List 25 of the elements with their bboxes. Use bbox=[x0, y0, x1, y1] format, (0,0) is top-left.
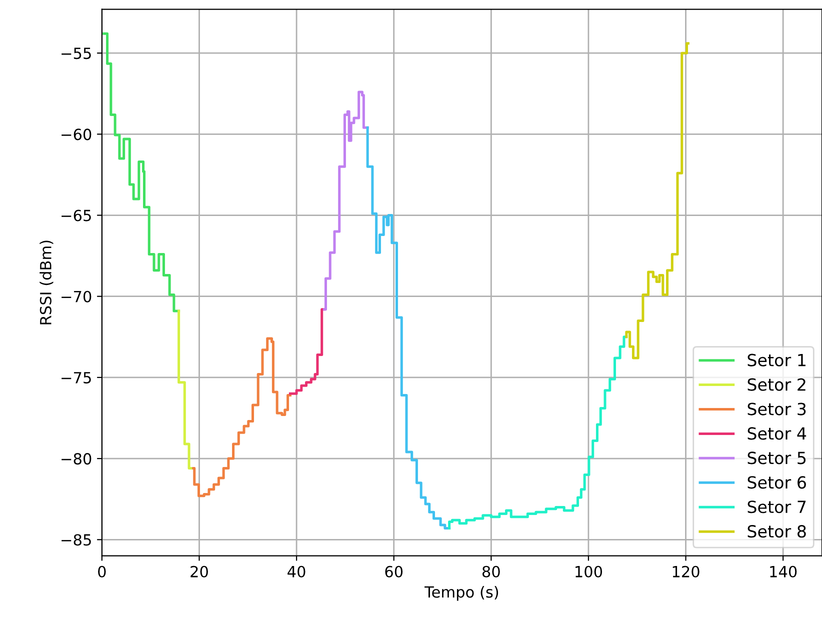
x-tick-label: 100 bbox=[576, 566, 602, 578]
x-tick-label: 140 bbox=[770, 566, 797, 578]
legend-label: Setor 5 bbox=[748, 452, 806, 464]
x-tick-label: 20 bbox=[190, 566, 208, 578]
y-tick-label: −85 bbox=[62, 534, 91, 546]
legend-label: Setor 2 bbox=[748, 378, 806, 391]
legend-label: Setor 6 bbox=[748, 476, 806, 489]
y-tick-label: −60 bbox=[62, 128, 92, 140]
legend-label: Setor 3 bbox=[748, 402, 806, 416]
x-tick-label: 80 bbox=[482, 566, 500, 578]
y-tick-label: −80 bbox=[62, 453, 92, 465]
x-axis-title: Tempo (s) bbox=[424, 586, 498, 601]
x-tick-label: 60 bbox=[385, 566, 403, 578]
legend-label: Setor 7 bbox=[748, 500, 806, 514]
y-tick-label: −70 bbox=[62, 290, 92, 302]
y-tick-label: −75 bbox=[62, 372, 91, 384]
legend-label: Setor 8 bbox=[748, 525, 806, 538]
x-tick-label: 0 bbox=[98, 566, 106, 578]
y-tick-label: −55 bbox=[62, 48, 91, 60]
legend-label: Setor 4 bbox=[748, 427, 806, 440]
legend-label: Setor 1 bbox=[748, 354, 806, 366]
y-tick-label: −65 bbox=[62, 210, 91, 222]
x-tick-label: 40 bbox=[288, 566, 306, 578]
y-axis-title: RSSI (dBm) bbox=[40, 240, 54, 324]
x-tick-label: 120 bbox=[672, 566, 700, 578]
